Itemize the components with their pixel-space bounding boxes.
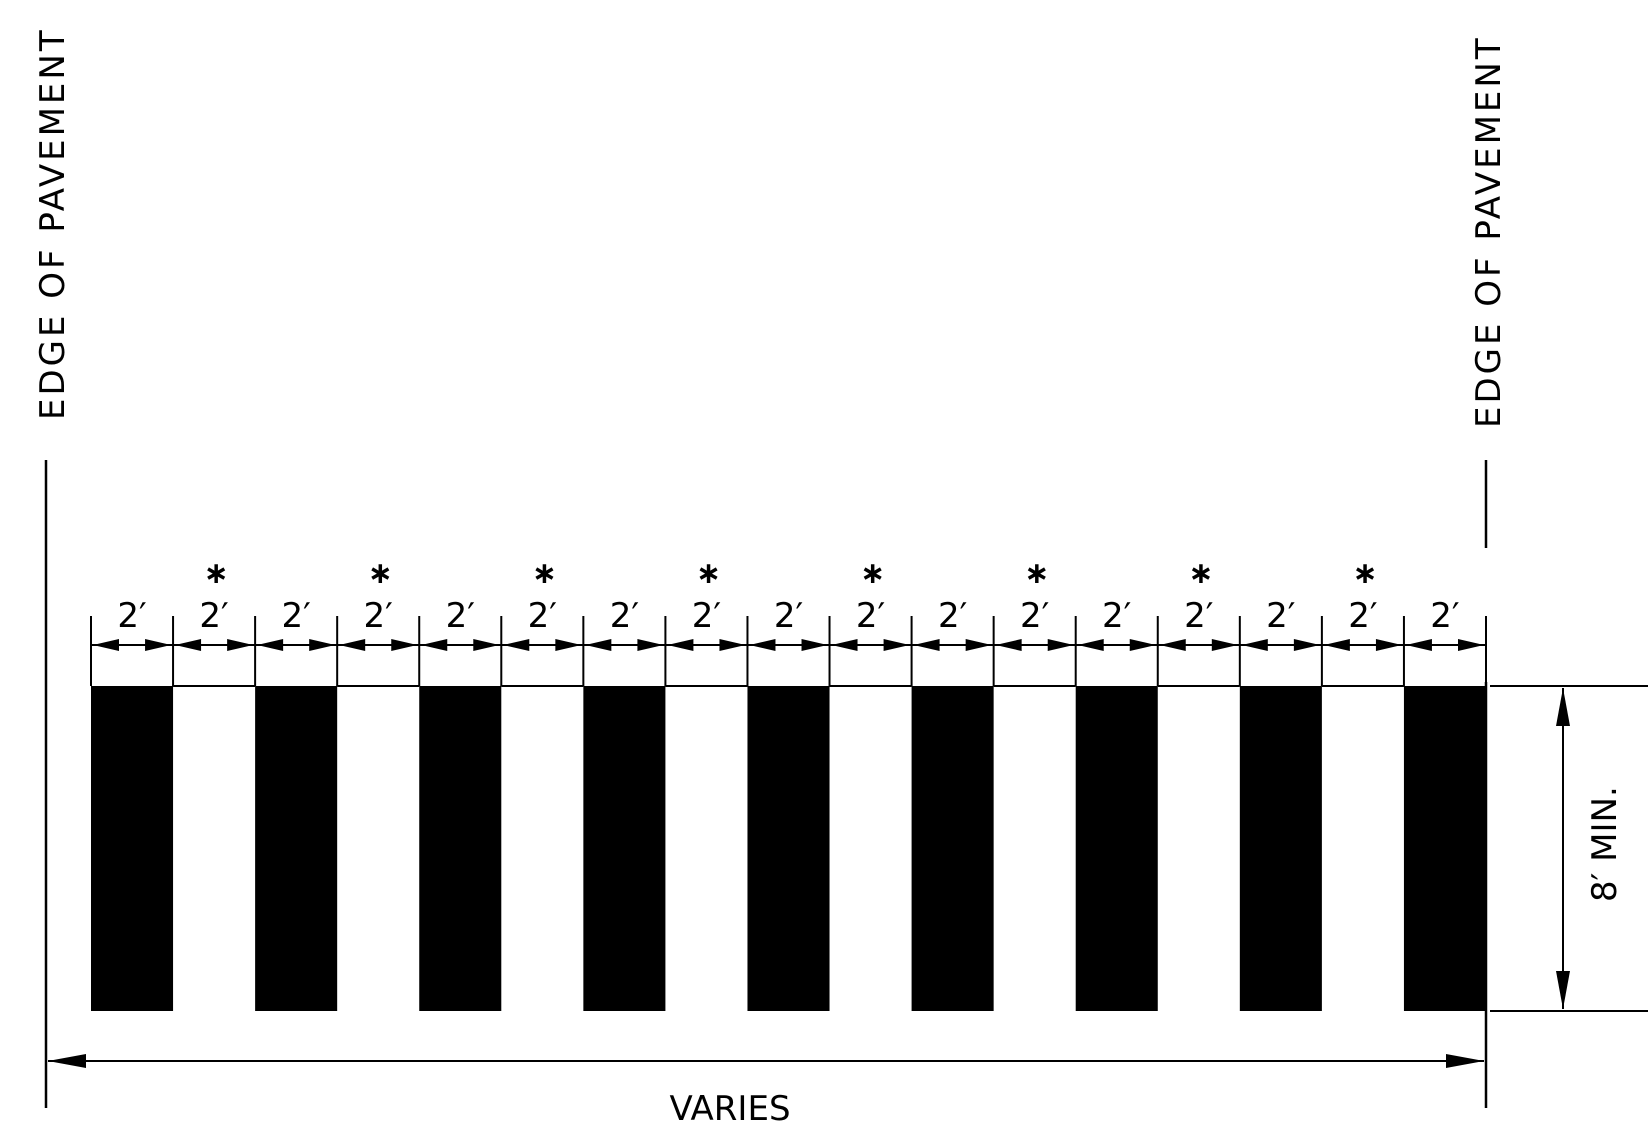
stripe bbox=[911, 686, 994, 1011]
edge-left-label: EDGE OF PAVEMENT bbox=[33, 27, 73, 420]
stripe bbox=[1239, 686, 1322, 1011]
segment-dimensions: 2′ 2′ ∗ 2′ 2′ ∗ 2′ 2′ ∗ 2′ 2′ ∗ 2′ 2′ ∗ 2′ 2′ ∗ 2′ 2′ ∗ 2′ 2′ ∗… bbox=[93, 556, 1484, 651]
segment-width-label: 2′ bbox=[364, 596, 393, 636]
segment-width-label: 2′ bbox=[446, 596, 475, 636]
stripe bbox=[1075, 686, 1158, 1011]
stripes-group bbox=[91, 685, 1486, 1011]
spacing-marker: ∗ bbox=[1024, 556, 1049, 591]
segment-width-label: 2′ bbox=[938, 596, 967, 636]
segment-width-label: 2′ bbox=[1102, 596, 1131, 636]
total-width-label: VARIES bbox=[669, 1089, 790, 1129]
total-width-arrow-right bbox=[1446, 1054, 1484, 1068]
height-label: 8′ MIN. bbox=[1585, 786, 1625, 902]
segment-width-label: 2′ bbox=[281, 596, 310, 636]
segment-width-label: 2′ bbox=[774, 596, 803, 636]
spacing-marker: ∗ bbox=[1352, 556, 1377, 591]
segment-width-label: 2′ bbox=[610, 596, 639, 636]
spacing-marker: ∗ bbox=[860, 556, 885, 591]
spacing-marker: ∗ bbox=[368, 556, 393, 591]
extension-lines bbox=[90, 616, 1487, 686]
segment-width-label: 2′ bbox=[1430, 596, 1459, 636]
segment-width-label: 2′ bbox=[528, 596, 557, 636]
spacing-marker: ∗ bbox=[696, 556, 721, 591]
total-width-arrow-left bbox=[48, 1054, 86, 1068]
segment-width-label: 2′ bbox=[856, 596, 885, 636]
stripe bbox=[91, 686, 174, 1011]
segment-width-label: 2′ bbox=[1020, 596, 1049, 636]
spacing-marker: ∗ bbox=[532, 556, 557, 591]
height-arrow-bottom bbox=[1556, 971, 1570, 1009]
segment-width-label: 2′ bbox=[1184, 596, 1213, 636]
stripe bbox=[419, 686, 502, 1011]
segment-width-label: 2′ bbox=[1348, 596, 1377, 636]
stripe bbox=[255, 686, 338, 1011]
stripe bbox=[747, 686, 830, 1011]
segment-width-label: 2′ bbox=[1266, 596, 1295, 636]
stripe bbox=[1403, 686, 1486, 1011]
spacing-marker: ∗ bbox=[1188, 556, 1213, 591]
segment-width-label: 2′ bbox=[117, 596, 146, 636]
segment-width-label: 2′ bbox=[692, 596, 721, 636]
height-arrow-top bbox=[1556, 688, 1570, 726]
segment-width-label: 2′ bbox=[199, 596, 228, 636]
stripe bbox=[583, 686, 666, 1011]
spacing-marker: ∗ bbox=[204, 556, 229, 591]
edge-right-label: EDGE OF PAVEMENT bbox=[1469, 35, 1509, 428]
